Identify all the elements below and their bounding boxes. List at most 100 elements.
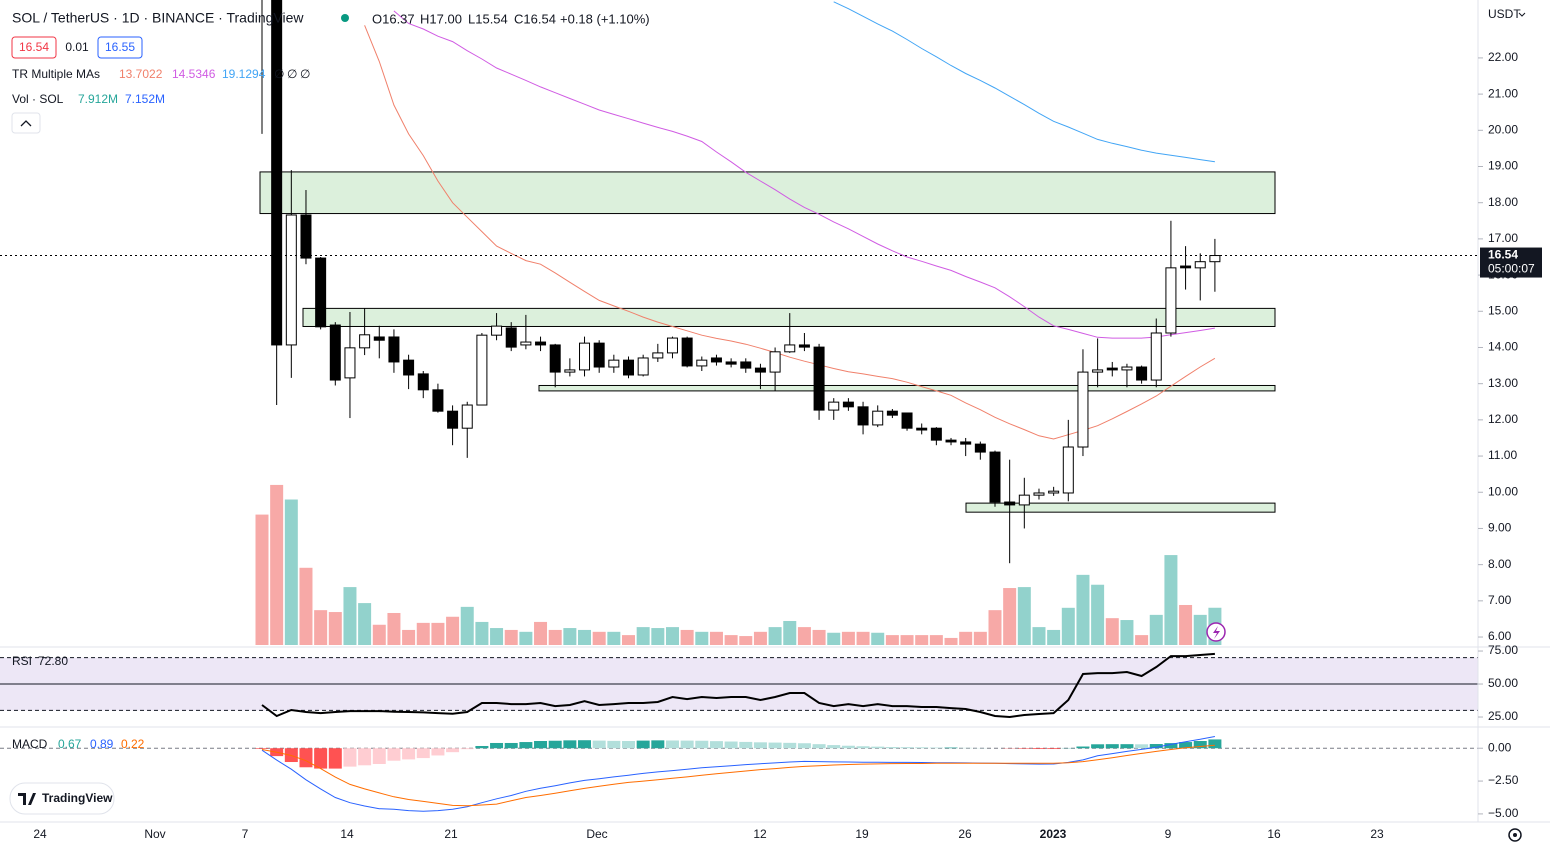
candle-body <box>535 341 547 346</box>
macd-hist <box>563 740 577 749</box>
x-tick-label: 12 <box>753 827 767 841</box>
volume-bar <box>343 587 357 645</box>
x-tick-label: 7 <box>242 827 249 841</box>
volume-bar <box>724 635 738 645</box>
volume-bar <box>387 612 401 645</box>
line <box>833 1 1215 163</box>
volume-bar <box>1105 618 1119 645</box>
vol-legend[interactable]: Vol · SOL <box>12 92 64 106</box>
macd-hist <box>871 746 885 749</box>
y-tick-label: 14.00 <box>1488 340 1518 354</box>
candle-body <box>593 342 605 368</box>
macd-hist <box>827 745 841 749</box>
macd-hist <box>753 742 767 749</box>
logo-badge[interactable] <box>9 782 115 815</box>
volume-bar <box>1061 607 1075 645</box>
volume-bar <box>739 636 753 645</box>
candle-body <box>1077 371 1089 448</box>
candle-body <box>1121 366 1133 371</box>
ohlc-change: +0.18 (+1.10%) <box>560 11 650 26</box>
pane <box>0 736 1478 812</box>
candle-body <box>681 337 693 367</box>
volume-bar <box>328 612 342 645</box>
volume-bar <box>314 610 328 645</box>
macd-hist <box>607 740 621 749</box>
volume-bar <box>446 616 460 645</box>
macd-hist <box>519 742 533 749</box>
volume-bar <box>475 621 489 645</box>
macd-hist <box>475 745 489 749</box>
x-tick-label: 9 <box>1165 827 1172 841</box>
candle-body <box>886 410 898 416</box>
pane <box>259 0 1276 564</box>
candle-body <box>901 412 913 429</box>
settings-core <box>1513 833 1517 837</box>
candle-body <box>329 324 341 381</box>
macd-value: 0.67 <box>58 737 82 751</box>
volume-bar <box>944 637 958 645</box>
ohlc: C16.54 <box>514 11 556 26</box>
volume-bar <box>871 632 885 645</box>
ma-empty: ∅ <box>274 67 284 81</box>
price-label: 16.54 <box>1488 248 1518 262</box>
ohlc: L15.54 <box>468 11 508 26</box>
y-tick-label: −2.50 <box>1488 773 1519 787</box>
symbol-title[interactable]: SOL / TetherUS · 1D · BINANCE · TradingV… <box>12 10 304 26</box>
x-tick-label: Nov <box>144 827 165 841</box>
volume-bar <box>885 635 899 645</box>
volume-bar <box>665 627 679 645</box>
macd-hist <box>372 748 386 764</box>
volume-bar <box>284 499 298 645</box>
macd-hist <box>841 745 855 749</box>
candle-body <box>1018 494 1030 506</box>
volume-bar <box>753 631 767 645</box>
collapse-button[interactable] <box>11 112 41 134</box>
volume-bar <box>519 631 533 645</box>
volume-bar <box>504 629 518 645</box>
macd-hist <box>255 748 269 749</box>
candle-body <box>754 367 766 373</box>
y-tick-label: 11.00 <box>1488 448 1517 462</box>
candle-body <box>461 404 473 429</box>
macd-hist <box>1047 748 1061 750</box>
volume-bar <box>1149 614 1163 645</box>
candle-body <box>637 357 649 376</box>
line <box>261 744 1215 807</box>
macd-hist <box>1193 741 1207 749</box>
line <box>393 10 1215 339</box>
pane <box>255 484 1222 645</box>
candle-body <box>769 351 781 373</box>
spread: 0.01 <box>65 40 89 54</box>
y-tick-label: 15.00 <box>1488 303 1518 317</box>
macd-hist <box>416 748 430 759</box>
candle-body <box>417 373 429 391</box>
macd-hist <box>1032 748 1046 750</box>
line <box>364 25 1216 440</box>
candle-body <box>784 344 796 353</box>
sell-box[interactable] <box>11 36 57 59</box>
volume-bar <box>563 628 577 645</box>
ma-legend[interactable]: TR Multiple MAs <box>12 67 100 81</box>
macd-hist <box>680 740 694 749</box>
volume-bar <box>1003 588 1017 645</box>
candle-body <box>285 214 297 346</box>
chevron-icon <box>20 120 32 127</box>
buy-box[interactable] <box>97 36 143 59</box>
candle-body <box>725 361 737 365</box>
x-tick-label: 16 <box>1267 827 1281 841</box>
vol-value: 7.912M <box>78 92 118 106</box>
x-tick-label: 2023 <box>1040 827 1067 841</box>
y-tick-label: 50.00 <box>1488 676 1518 690</box>
settings-icon[interactable] <box>1508 828 1522 842</box>
volume-bar <box>578 629 592 645</box>
volume-bar <box>988 610 1002 645</box>
currency[interactable]: USDT <box>1488 7 1521 21</box>
macd-hist <box>446 748 460 753</box>
volume-bar <box>827 632 841 645</box>
macd-hist <box>636 740 650 749</box>
x-tick-label: 24 <box>33 827 47 841</box>
volume-bar <box>973 631 987 645</box>
candle-body <box>388 336 400 363</box>
volume-bar <box>915 635 929 645</box>
